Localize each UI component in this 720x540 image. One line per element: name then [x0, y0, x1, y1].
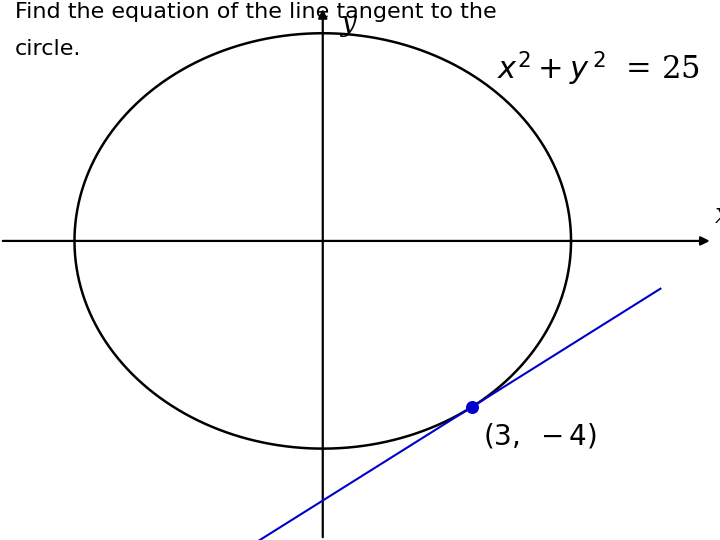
Text: y: y — [340, 10, 356, 37]
Text: $(3,\ -4)$: $(3,\ -4)$ — [482, 422, 596, 450]
Text: $x^2 + y^{\,2}$  = 25: $x^2 + y^{\,2}$ = 25 — [497, 50, 699, 89]
Point — [466, 403, 477, 411]
Text: circle.: circle. — [15, 39, 81, 59]
Text: x: x — [715, 202, 720, 230]
Text: Find the equation of the line tangent to the: Find the equation of the line tangent to… — [15, 2, 497, 22]
